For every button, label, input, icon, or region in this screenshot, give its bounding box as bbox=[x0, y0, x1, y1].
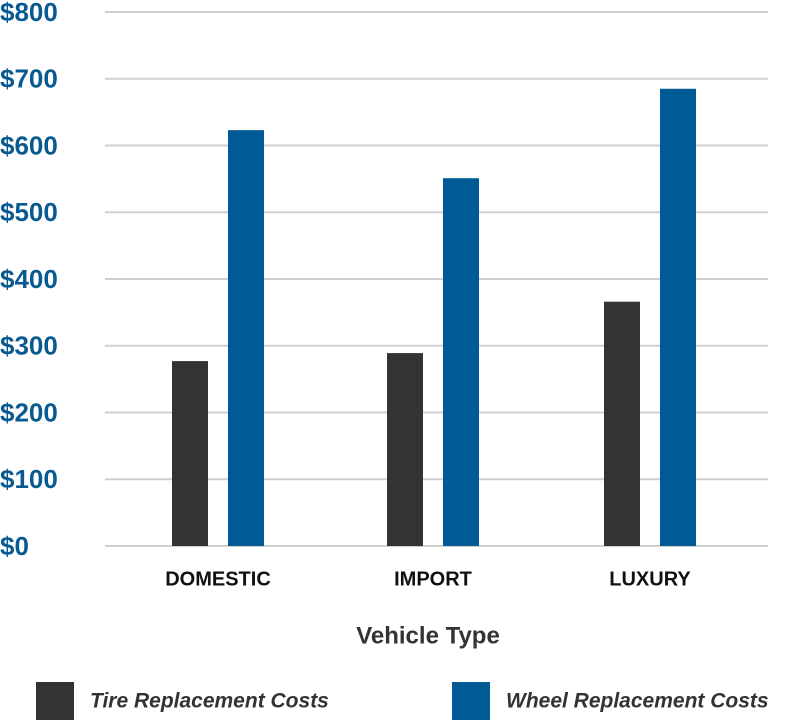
x-tick-label: LUXURY bbox=[609, 568, 691, 590]
bar bbox=[387, 353, 423, 546]
bar bbox=[228, 130, 264, 546]
y-tick-label: $600 bbox=[0, 130, 58, 160]
y-tick-label: $300 bbox=[0, 331, 58, 361]
y-tick-label: $800 bbox=[0, 0, 58, 27]
x-tick-label: DOMESTIC bbox=[165, 568, 271, 590]
y-tick-label: $700 bbox=[0, 64, 58, 94]
bar bbox=[604, 301, 640, 546]
y-tick-label: $200 bbox=[0, 397, 58, 427]
bar bbox=[172, 361, 208, 546]
legend-swatch bbox=[452, 682, 490, 720]
bar bbox=[660, 88, 696, 546]
y-tick-label: $500 bbox=[0, 197, 58, 227]
y-tick-label: $0 bbox=[0, 531, 29, 561]
legend-label: Wheel Replacement Costs bbox=[506, 690, 769, 713]
bar bbox=[443, 178, 479, 546]
x-axis-title: Vehicle Type bbox=[356, 622, 500, 649]
x-tick-label: IMPORT bbox=[394, 568, 472, 590]
legend-swatch bbox=[36, 682, 74, 720]
y-tick-label: $400 bbox=[0, 264, 58, 294]
legend-label: Tire Replacement Costs bbox=[90, 690, 329, 713]
y-tick-label: $100 bbox=[0, 464, 58, 494]
